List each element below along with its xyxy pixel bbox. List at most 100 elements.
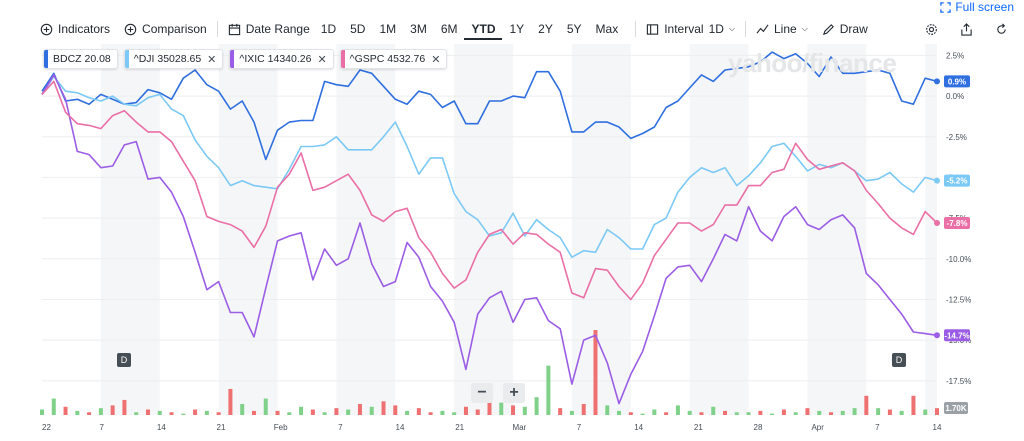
volume-bar bbox=[687, 410, 692, 415]
x-tick-label: 21 bbox=[455, 423, 464, 432]
volume-bar bbox=[511, 405, 516, 415]
close-icon[interactable]: ✕ bbox=[317, 53, 327, 66]
volume-bar bbox=[393, 405, 398, 415]
volume-bar bbox=[228, 388, 233, 415]
volume-bar bbox=[98, 408, 103, 415]
volume-bar bbox=[829, 412, 834, 415]
date-range-button[interactable]: Date Range bbox=[228, 22, 310, 36]
close-icon[interactable]: ✕ bbox=[431, 53, 441, 66]
line-label: Line bbox=[774, 22, 797, 36]
y-tick-label: -17.5% bbox=[946, 377, 971, 386]
share-icon[interactable] bbox=[960, 22, 973, 36]
x-tick-label: 28 bbox=[754, 423, 763, 432]
x-tick-label: 21 bbox=[217, 423, 226, 432]
range-max[interactable]: Max bbox=[595, 22, 619, 36]
y-tick-label: -2.5% bbox=[946, 133, 967, 142]
full-screen-label: Full screen bbox=[955, 0, 1014, 14]
volume-bar bbox=[405, 410, 410, 415]
volume-bar bbox=[781, 409, 786, 415]
volume-bar bbox=[63, 406, 68, 415]
reset-icon[interactable] bbox=[995, 23, 1008, 36]
volume-bar bbox=[75, 410, 80, 415]
volume-bar bbox=[452, 412, 457, 415]
range-1m[interactable]: 1M bbox=[379, 22, 397, 36]
volume-bar bbox=[805, 408, 810, 415]
y-tick-label: 0.0% bbox=[946, 92, 964, 101]
volume-bar bbox=[640, 413, 645, 415]
volume-bar bbox=[522, 406, 527, 415]
range-5y[interactable]: 5Y bbox=[566, 22, 582, 36]
plus-circle-icon bbox=[124, 23, 137, 35]
volume-bar bbox=[416, 408, 421, 415]
close-icon[interactable]: ✕ bbox=[207, 53, 217, 66]
series-legend: BDCZ 20.08 ^DJI 35028.65 ✕ ^IXIC 14340.26 ✕ ^… bbox=[43, 49, 448, 71]
zoom-out-button[interactable]: − bbox=[471, 383, 493, 403]
chart-toolbar: Indicators Comparison Date Range 1D 5D 1M 3… bbox=[0, 18, 1024, 40]
volume-bar bbox=[51, 398, 56, 415]
volume-bar bbox=[887, 409, 892, 415]
dividend-marker[interactable]: D bbox=[892, 353, 906, 367]
x-tick-label: Apr bbox=[811, 423, 824, 432]
date-range-label: Date Range bbox=[245, 22, 310, 36]
range-6m[interactable]: 6M bbox=[440, 22, 458, 36]
range-2y[interactable]: 2Y bbox=[538, 22, 553, 36]
series-line-dji bbox=[41, 75, 938, 258]
range-3m[interactable]: 3M bbox=[410, 22, 427, 36]
full-screen-button[interactable]: Full screen bbox=[940, 0, 1014, 14]
series-value-label: -7.8% bbox=[947, 219, 968, 228]
volume-bar bbox=[758, 410, 763, 415]
range-ytd[interactable]: YTD bbox=[464, 18, 503, 40]
range-5d[interactable]: 5D bbox=[350, 22, 366, 36]
volume-bar bbox=[169, 412, 174, 415]
volume-bar bbox=[122, 399, 127, 415]
x-tick-label: 14 bbox=[634, 423, 643, 432]
x-tick-label: 7 bbox=[338, 423, 343, 432]
interval-button[interactable]: Interval 1D ⌵ bbox=[646, 22, 735, 36]
zoom-in-button[interactable]: + bbox=[503, 383, 525, 403]
legend-label: ^GSPC 4532.76 bbox=[349, 53, 426, 65]
volume-bar bbox=[381, 401, 386, 415]
range-1d[interactable]: 1D bbox=[320, 22, 337, 36]
line-type-button[interactable]: Line ⌵ bbox=[756, 22, 808, 36]
expand-icon bbox=[940, 1, 952, 13]
interval-icon bbox=[647, 23, 659, 35]
volume-bar bbox=[569, 410, 574, 415]
zoom-controls: − + bbox=[471, 383, 525, 403]
series-end-dot bbox=[934, 219, 940, 226]
volume-bar bbox=[664, 412, 669, 415]
week-band bbox=[336, 44, 396, 415]
x-tick-label: 14 bbox=[933, 423, 942, 432]
draw-button[interactable]: Draw bbox=[822, 22, 868, 36]
volume-bar bbox=[110, 405, 115, 415]
series-value-badge bbox=[944, 75, 970, 88]
volume-bar bbox=[463, 406, 468, 415]
legend-color-swatch bbox=[44, 50, 48, 68]
volume-bar bbox=[251, 410, 256, 415]
volume-bar bbox=[357, 404, 362, 415]
volume-bar bbox=[499, 402, 504, 415]
legend-item[interactable]: ^DJI 35028.65 ✕ bbox=[123, 49, 224, 69]
range-1y[interactable]: 1Y bbox=[509, 22, 525, 36]
legend-item[interactable]: ^IXIC 14340.26 ✕ bbox=[229, 49, 334, 69]
volume-bar bbox=[240, 404, 245, 415]
legend-item[interactable]: ^GSPC 4532.76 ✕ bbox=[339, 49, 448, 69]
indicators-button[interactable]: Indicators bbox=[40, 22, 110, 36]
comparison-label: Comparison bbox=[142, 22, 207, 36]
legend-item[interactable]: BDCZ 20.08 bbox=[43, 49, 118, 69]
toolbar-divider bbox=[635, 21, 637, 37]
volume-bar bbox=[193, 409, 198, 415]
line-chart-icon bbox=[756, 24, 769, 34]
x-tick-label: Mar bbox=[512, 423, 526, 432]
volume-bar bbox=[181, 413, 186, 415]
volume-bar bbox=[487, 402, 492, 415]
week-band bbox=[807, 44, 867, 415]
volume-bar bbox=[428, 412, 433, 415]
legend-color-swatch bbox=[124, 50, 129, 68]
comparison-button[interactable]: Comparison bbox=[124, 22, 207, 36]
dividend-marker[interactable]: D bbox=[117, 353, 131, 367]
chart-actions bbox=[925, 18, 1008, 40]
settings-icon[interactable] bbox=[925, 23, 938, 36]
volume-bar bbox=[593, 330, 598, 415]
series-value-badge bbox=[944, 174, 970, 187]
